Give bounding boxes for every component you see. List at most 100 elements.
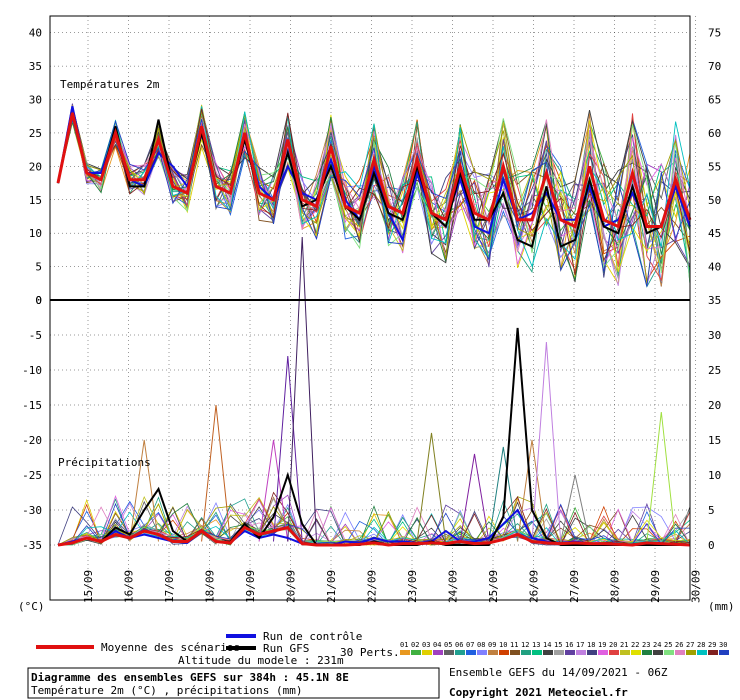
temp-left-tick: 35 <box>29 60 42 73</box>
precipitation-series <box>57 236 691 547</box>
prec-left-tick: -15 <box>22 399 42 412</box>
pert-swatch <box>543 650 553 655</box>
pert-number: 06 <box>455 641 463 649</box>
temp-right-tick: 65 <box>708 94 721 107</box>
axis-ticks: 403530252015105075706560555045400-5-10-1… <box>22 27 721 603</box>
pert-number: 28 <box>697 641 705 649</box>
prec-left-tick: -25 <box>22 469 42 482</box>
temp-gfs-line <box>57 112 691 248</box>
prec-member-spike <box>560 474 590 542</box>
temp-right-tick: 70 <box>708 60 721 73</box>
temp-left-tick: 0 <box>35 294 42 307</box>
legend-pert-swatches: 01 02 03 04 05 06 07 08 09 10 11 12 13 14 15 16 17 18 19 20… <box>400 641 729 655</box>
pert-swatch <box>609 650 619 655</box>
pert-swatch <box>400 650 410 655</box>
pert-number: 17 <box>576 641 584 649</box>
temperature-series <box>56 103 692 288</box>
pert-number: 04 <box>433 641 441 649</box>
pert-swatch <box>477 650 487 655</box>
date-tick-label: 23/09 <box>406 570 419 603</box>
temp-mean-line <box>56 112 692 229</box>
pert-number: 11 <box>510 641 518 649</box>
footer-subtitle: Température 2m (°C) , précipitations (mm… <box>31 684 303 697</box>
prec-member-line <box>57 505 691 546</box>
pert-swatch <box>631 650 641 655</box>
prec-left-tick: -5 <box>29 329 42 342</box>
legend: Moyenne des scénarios Run de contrôle Ru… <box>36 630 729 667</box>
date-tick-label: 18/09 <box>204 570 217 603</box>
prec-left-tick: -10 <box>22 364 42 377</box>
pert-swatch <box>411 650 421 655</box>
temp-right-tick: 60 <box>708 127 721 140</box>
pert-number: 09 <box>488 641 496 649</box>
plot-frame <box>49 15 691 601</box>
temp-left-tick: 20 <box>29 160 42 173</box>
pert-number: 05 <box>444 641 452 649</box>
prec-member-spike <box>287 236 317 542</box>
date-tick-label: 22/09 <box>366 570 379 603</box>
pert-swatch <box>499 650 509 655</box>
pert-number: 27 <box>686 641 694 649</box>
pert-number: 24 <box>653 641 661 649</box>
pert-number: 16 <box>565 641 573 649</box>
prec-left-tick: 0 <box>35 294 42 307</box>
temp-right-tick: 45 <box>708 227 721 240</box>
pert-swatch <box>598 650 608 655</box>
pert-swatch <box>532 650 542 655</box>
footer-copyright: Copyright 2021 Meteociel.fr <box>449 686 628 699</box>
pert-swatch <box>675 650 685 655</box>
prec-mean-line <box>57 525 691 547</box>
prec-member-spike <box>416 432 447 542</box>
temp-left-tick: 15 <box>29 194 42 207</box>
prec-gfs-line <box>57 327 690 546</box>
date-tick-label: 27/09 <box>568 570 581 603</box>
pert-swatch <box>510 650 520 655</box>
pert-swatch <box>653 650 663 655</box>
pert-swatch <box>620 650 630 655</box>
date-tick-label: 17/09 <box>163 570 176 603</box>
pert-swatch <box>565 650 575 655</box>
pert-swatch <box>697 650 707 655</box>
prec-right-tick: 15 <box>708 434 721 447</box>
pert-swatch <box>708 650 718 655</box>
pert-swatch <box>521 650 531 655</box>
pert-number: 01 <box>400 641 408 649</box>
pert-swatch <box>466 650 476 655</box>
pert-swatch <box>422 650 432 655</box>
pert-number: 21 <box>620 641 628 649</box>
pert-number: 02 <box>411 641 419 649</box>
pert-number: 23 <box>642 641 650 649</box>
pert-swatch <box>433 650 443 655</box>
date-tick-label: 29/09 <box>649 570 662 603</box>
chart-grid <box>50 16 696 600</box>
pert-number: 19 <box>598 641 606 649</box>
prec-right-tick: 5 <box>708 504 715 517</box>
temp-right-tick: 40 <box>708 261 721 274</box>
right-unit-label: (mm) <box>708 600 735 613</box>
prec-right-tick: 25 <box>708 364 721 377</box>
prec-member-spike <box>517 439 547 542</box>
pert-number: 25 <box>664 641 672 649</box>
prec-right-tick: 35 <box>708 294 721 307</box>
temp-right-tick: 50 <box>708 194 721 207</box>
date-tick-label: 28/09 <box>609 570 622 603</box>
pert-number: 18 <box>587 641 595 649</box>
date-tick-label: 26/09 <box>528 570 541 603</box>
pert-swatch <box>554 650 564 655</box>
prec-member-spike <box>273 355 303 542</box>
pert-swatch <box>642 650 652 655</box>
temp-member-line <box>57 117 691 253</box>
prec-right-tick: 30 <box>708 329 721 342</box>
prec-right-tick: 0 <box>708 539 715 552</box>
pert-number: 29 <box>708 641 716 649</box>
pert-number: 30 <box>719 641 727 649</box>
prec-member-spike <box>531 341 562 542</box>
temp-left-tick: 30 <box>29 94 42 107</box>
temp-member-line <box>57 119 691 287</box>
pert-swatch <box>664 650 674 655</box>
legend-gfs-label: Run GFS <box>263 642 309 655</box>
prec-left-tick: -20 <box>22 434 42 447</box>
temp-member-line <box>57 110 691 284</box>
pert-number: 20 <box>609 641 617 649</box>
footer-title: Diagramme des ensembles GEFS sur 384h : … <box>31 671 349 684</box>
